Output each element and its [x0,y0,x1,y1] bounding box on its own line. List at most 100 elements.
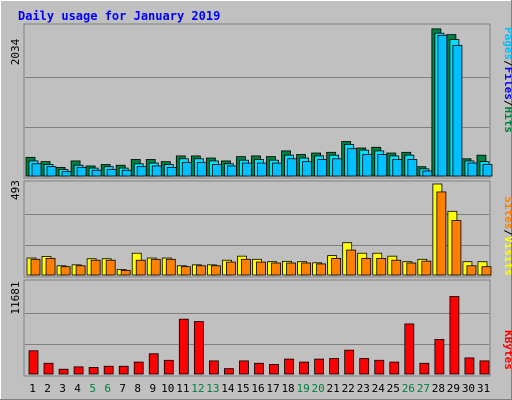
legend-hits: Hits [502,107,512,134]
x-tick-label-day-11: 11 [176,382,189,395]
bar-pages-day-14 [227,165,237,177]
bar-sites-day-23 [361,257,372,276]
bar-pages-day-29 [452,44,463,177]
bar-kbytes-day-9 [148,353,159,375]
bar-pages-day-19 [302,161,312,177]
bar-sites-day-30 [466,265,477,276]
bar-kbytes-day-11 [178,318,189,375]
bar-kbytes-day-24 [374,359,385,375]
bar-pages-day-25 [392,159,403,177]
x-tick-label-day-31: 31 [477,382,490,395]
bar-sites-day-31 [481,266,492,276]
bar-kbytes-day-26 [404,323,415,375]
bar-sites-day-26 [406,262,417,276]
bar-sites-day-14 [226,261,236,276]
bar-sites-day-9 [150,258,161,276]
bar-kbytes-day-4 [73,366,84,375]
bar-kbytes-day-10 [163,359,174,375]
bar-sites-day-20 [316,263,327,276]
bar-kbytes-day-1 [28,350,39,375]
panels [23,23,491,377]
bar-kbytes-day-30 [464,357,475,375]
bar-sites-day-27 [421,260,432,276]
legend-kbytes: KBytes [502,330,512,370]
chart-title: Daily usage for January 2019 [18,9,220,23]
bar-pages-day-8 [136,166,147,177]
x-tick-label-day-29: 29 [447,382,460,395]
legend-sep-2: / [502,100,512,107]
panel-kbytes-max-label: 11681 [9,281,22,314]
x-tick-label-day-28: 28 [432,382,445,395]
bar-kbytes-day-13 [208,360,219,375]
chart-marks [25,28,493,375]
bar-kbytes-day-5 [88,367,99,375]
bar-kbytes-day-22 [344,349,355,375]
bar-pages-day-26 [407,159,418,177]
bar-kbytes-day-7 [118,365,129,375]
bar-pages-day-17 [272,162,282,177]
bar-sites-day-4 [75,265,86,276]
bar-pages-day-28 [437,34,448,177]
legend-sep-3: / [502,229,512,236]
bar-pages-day-18 [287,158,297,177]
x-tick-label-day-22: 22 [342,382,355,395]
x-tick-label-day-16: 16 [251,382,264,395]
bar-pages-day-12 [196,161,207,177]
bar-sites-day-2 [45,257,56,276]
bar-kbytes-day-28 [434,339,445,375]
bar-pages-day-30 [467,162,478,177]
bar-sites-day-19 [301,262,311,276]
bar-pages-day-11 [181,161,192,177]
bar-pages-day-5 [91,169,102,177]
x-tick-label-day-17: 17 [266,382,279,395]
bar-pages-day-24 [377,154,388,177]
legend-files: Files [502,67,512,100]
bar-pages-day-4 [76,166,87,177]
x-tick-label-day-6: 6 [104,382,111,395]
x-tick-label-day-27: 27 [417,382,430,395]
bar-sites-day-8 [135,259,146,276]
legend-pages: Pages [502,27,512,60]
x-tick-label-day-7: 7 [119,382,126,395]
x-tick-label-day-21: 21 [327,382,340,395]
bar-pages-day-9 [151,165,162,177]
bar-sites-day-15 [241,258,251,276]
bar-sites-day-6 [105,259,116,276]
bar-sites-day-10 [165,258,176,276]
x-axis-labels: 1 2 3 4 5 6 7 8 9 10 11 12 13 14 15 16 17 18 19 20 21 22 23 24 2… [29,382,490,395]
x-tick-label-day-26: 26 [402,382,415,395]
bar-kbytes-day-23 [359,358,370,375]
x-tick-label-day-30: 30 [462,382,475,395]
bar-sites-day-25 [391,259,402,276]
bar-sites-day-3 [60,266,71,276]
x-tick-label-day-14: 14 [221,382,235,395]
bar-sites-day-29 [451,220,462,276]
bar-kbytes-day-29 [449,296,460,375]
x-tick-label-day-25: 25 [387,382,400,395]
legend-sites: Sites [502,196,512,229]
x-tick-label-day-13: 13 [206,382,219,395]
bar-kbytes-day-20 [314,358,325,375]
x-tick-label-day-12: 12 [191,382,204,395]
panel-kbytes-background [23,279,491,377]
bar-sites-day-12 [195,265,206,276]
x-tick-label-day-23: 23 [357,382,370,395]
panel-hits-max-label: 2034 [9,38,22,65]
bar-kbytes-day-2 [43,362,54,375]
x-tick-label-day-20: 20 [312,382,325,395]
bar-pages-day-13 [211,164,222,177]
bar-sites-day-13 [210,265,221,276]
x-tick-label-day-9: 9 [149,382,156,395]
x-tick-label-day-8: 8 [134,382,141,395]
bar-sites-day-1 [30,258,41,276]
x-tick-label-day-2: 2 [44,382,51,395]
bar-kbytes-day-31 [479,360,490,375]
bar-kbytes-day-27 [419,362,430,375]
x-tick-label-day-1: 1 [29,382,36,395]
bar-sites-day-16 [256,261,266,276]
bar-kbytes-day-16 [254,362,264,375]
bar-kbytes-day-6 [103,365,114,375]
bar-kbytes-day-3 [58,368,69,375]
bar-pages-day-3 [61,171,72,177]
